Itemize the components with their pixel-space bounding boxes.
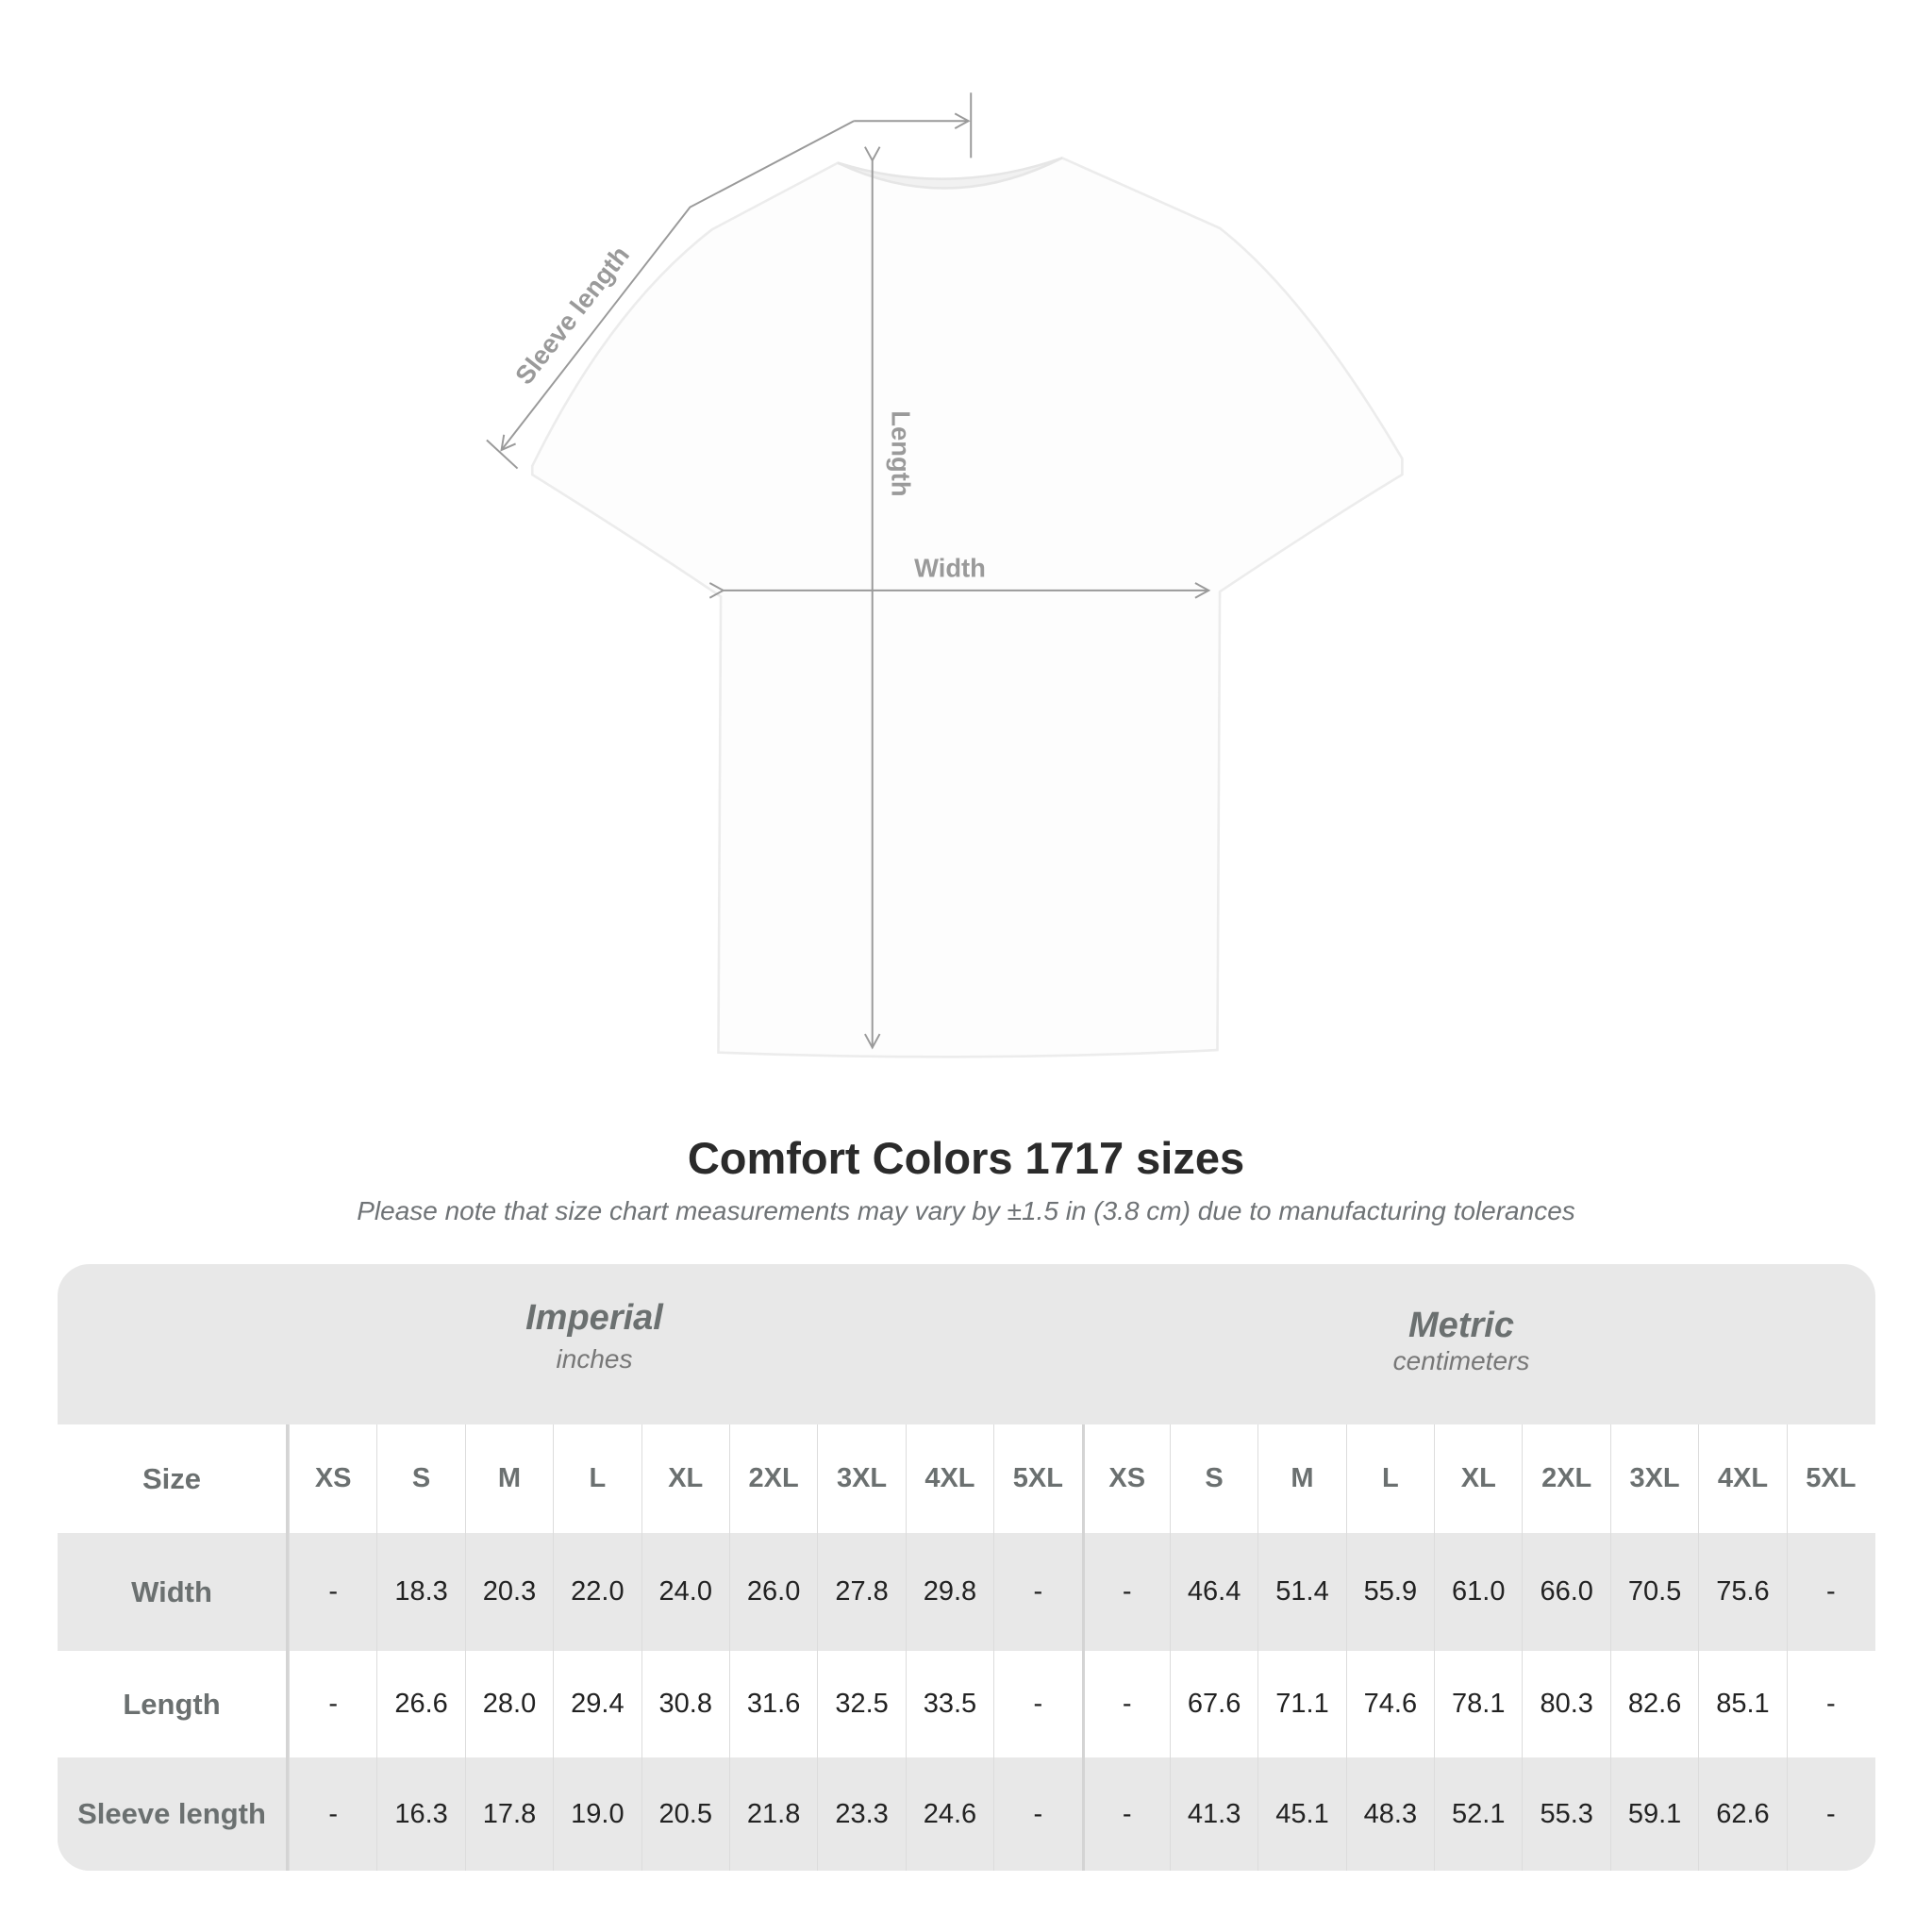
- metric-value-cell: 48.3: [1345, 1757, 1434, 1871]
- page-title: Comfort Colors 1717 sizes: [687, 1133, 1245, 1183]
- imperial-heading: Imperial: [525, 1298, 663, 1338]
- metric-unit: centimeters: [1392, 1346, 1530, 1375]
- imperial-value-cell: 26.6: [376, 1651, 464, 1757]
- metric-size-header: XS: [1081, 1424, 1170, 1533]
- tshirt-measurement-diagram: Sleeve length Length Width: [486, 92, 1404, 1058]
- imperial-size-header: 5XL: [993, 1424, 1081, 1533]
- imperial-value-cell: 20.5: [641, 1757, 729, 1871]
- imperial-value-cell: 16.3: [376, 1757, 464, 1871]
- sleeve-end-tick: [486, 439, 519, 470]
- imperial-value-cell: 31.6: [728, 1651, 817, 1757]
- tolerance-note: Please note that size chart measurements…: [357, 1196, 1575, 1225]
- imperial-value-cell: -: [289, 1757, 376, 1871]
- metric-size-header: 4XL: [1698, 1424, 1786, 1533]
- imperial-size-header: 3XL: [817, 1424, 905, 1533]
- imperial-size-header: 4XL: [905, 1424, 993, 1533]
- imperial-value-cell: 23.3: [817, 1757, 905, 1871]
- tshirt-collar: [837, 157, 1063, 190]
- imperial-value-cell: -: [289, 1533, 376, 1651]
- metric-value-cell: 41.3: [1169, 1757, 1257, 1871]
- imperial-value-cell: 24.6: [905, 1757, 993, 1871]
- metric-size-header: M: [1257, 1424, 1345, 1533]
- table-row: Length -26.6 28.0 29.4 30.8 31.6 32.5 33.5- -67.…: [58, 1651, 1875, 1757]
- imperial-value-cell: 27.8: [817, 1533, 905, 1651]
- metric-value-cell: 70.5: [1609, 1533, 1698, 1651]
- metric-value-cell: 74.6: [1345, 1651, 1434, 1757]
- metric-value-cell: -: [1786, 1757, 1874, 1871]
- metric-value-cell: -: [1081, 1757, 1170, 1871]
- imperial-size-header: L: [553, 1424, 641, 1533]
- imperial-size-header: 2XL: [728, 1424, 817, 1533]
- metric-value-cell: 71.1: [1257, 1651, 1345, 1757]
- imperial-value-cell: -: [993, 1757, 1081, 1871]
- imperial-value-cell: 21.8: [728, 1757, 817, 1871]
- size-label: Size: [58, 1424, 289, 1533]
- metric-value-cell: -: [1786, 1533, 1874, 1651]
- imperial-header: Imperial inches: [264, 1264, 924, 1424]
- tshirt-image: [530, 157, 1404, 1058]
- imperial-value-cell: 33.5: [905, 1651, 993, 1757]
- size-table: Imperial inches Metric centimeters Size X…: [58, 1264, 1875, 1871]
- imperial-value-cell: 28.0: [464, 1651, 553, 1757]
- imperial-unit: inches: [556, 1344, 633, 1374]
- imperial-value-cell: 20.3: [464, 1533, 553, 1651]
- metric-value-cell: 45.1: [1257, 1757, 1345, 1871]
- sleeve-length-line: [500, 120, 855, 452]
- imperial-size-header: XL: [641, 1424, 729, 1533]
- size-header-row: Size XS S M L XL 2XL 3XL 4XL 5XL XS S M L XL 2XL 3XL 4XL 5…: [58, 1424, 1875, 1533]
- metric-value-cell: 61.0: [1434, 1533, 1522, 1651]
- imperial-value-cell: -: [289, 1651, 376, 1757]
- imperial-value-cell: -: [993, 1651, 1081, 1757]
- metric-value-cell: 62.6: [1698, 1757, 1786, 1871]
- metric-value-cell: 46.4: [1169, 1533, 1257, 1651]
- metric-size-header: XL: [1434, 1424, 1522, 1533]
- imperial-value-cell: 19.0: [553, 1757, 641, 1871]
- metric-value-cell: 55.9: [1345, 1533, 1434, 1651]
- row-label: Sleeve length: [58, 1757, 289, 1871]
- imperial-value-cell: -: [993, 1533, 1081, 1651]
- metric-value-cell: 59.1: [1609, 1757, 1698, 1871]
- imperial-size-header: XS: [289, 1424, 376, 1533]
- imperial-size-header: S: [376, 1424, 464, 1533]
- metric-size-header: 2XL: [1522, 1424, 1609, 1533]
- metric-value-cell: 67.6: [1169, 1651, 1257, 1757]
- metric-value-cell: 85.1: [1698, 1651, 1786, 1757]
- metric-size-header: L: [1345, 1424, 1434, 1533]
- metric-value-cell: 78.1: [1434, 1651, 1522, 1757]
- metric-header: Metric centimeters: [1131, 1264, 1791, 1424]
- imperial-value-cell: 32.5: [817, 1651, 905, 1757]
- row-label: Width: [58, 1533, 289, 1651]
- metric-size-header: 3XL: [1609, 1424, 1698, 1533]
- metric-value-cell: 52.1: [1434, 1757, 1522, 1871]
- imperial-value-cell: 24.0: [641, 1533, 729, 1651]
- metric-value-cell: 80.3: [1522, 1651, 1609, 1757]
- metric-value-cell: 66.0: [1522, 1533, 1609, 1651]
- width-label: Width: [914, 554, 986, 583]
- metric-heading: Metric: [1408, 1306, 1514, 1345]
- row-label: Length: [58, 1651, 289, 1757]
- metric-value-cell: 55.3: [1522, 1757, 1609, 1871]
- metric-value-cell: 51.4: [1257, 1533, 1345, 1651]
- metric-value-cell: 82.6: [1609, 1651, 1698, 1757]
- imperial-value-cell: 22.0: [553, 1533, 641, 1651]
- imperial-value-cell: 26.0: [728, 1533, 817, 1651]
- metric-value-cell: -: [1081, 1533, 1170, 1651]
- metric-size-header: 5XL: [1786, 1424, 1874, 1533]
- imperial-value-cell: 18.3: [376, 1533, 464, 1651]
- table-row: Sleeve length -16.3 17.8 19.0 20.5 21.8 23.3 24…: [58, 1757, 1875, 1871]
- metric-value-cell: -: [1081, 1651, 1170, 1757]
- imperial-value-cell: 17.8: [464, 1757, 553, 1871]
- metric-value-cell: -: [1786, 1651, 1874, 1757]
- length-label: Length: [887, 410, 916, 496]
- metric-value-cell: 75.6: [1698, 1533, 1786, 1651]
- imperial-size-header: M: [464, 1424, 553, 1533]
- imperial-value-cell: 29.8: [905, 1533, 993, 1651]
- metric-size-header: S: [1169, 1424, 1257, 1533]
- table-row: Width -18.3 20.3 22.0 24.0 26.0 27.8 29.8- -46.4…: [58, 1533, 1875, 1651]
- imperial-value-cell: 30.8: [641, 1651, 729, 1757]
- imperial-value-cell: 29.4: [553, 1651, 641, 1757]
